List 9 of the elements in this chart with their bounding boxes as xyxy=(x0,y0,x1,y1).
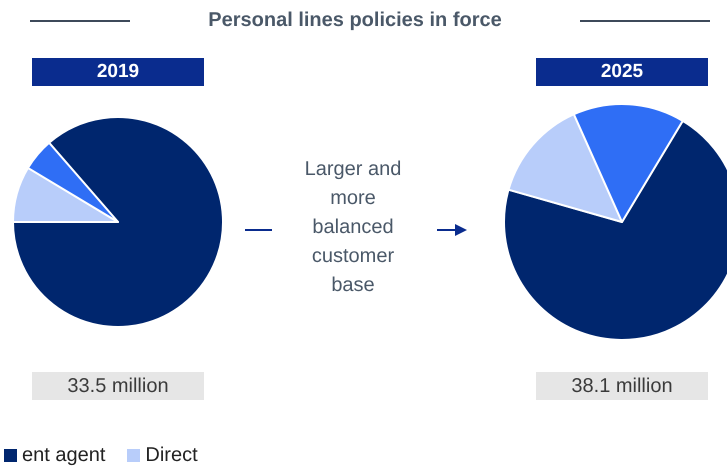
text: Personal lines policies in force xyxy=(207,9,503,32)
text: Larger and more balanced customer base xyxy=(304,157,402,298)
legend-label: ent agent xyxy=(22,444,106,467)
text: 33.5 million xyxy=(32,372,204,400)
legend-label: Direct xyxy=(145,444,198,467)
text: 38.1 million xyxy=(536,372,708,400)
pie-slice xyxy=(13,117,223,327)
chart-title: 2025 xyxy=(536,58,708,86)
chart-title: 2019 xyxy=(32,58,204,86)
